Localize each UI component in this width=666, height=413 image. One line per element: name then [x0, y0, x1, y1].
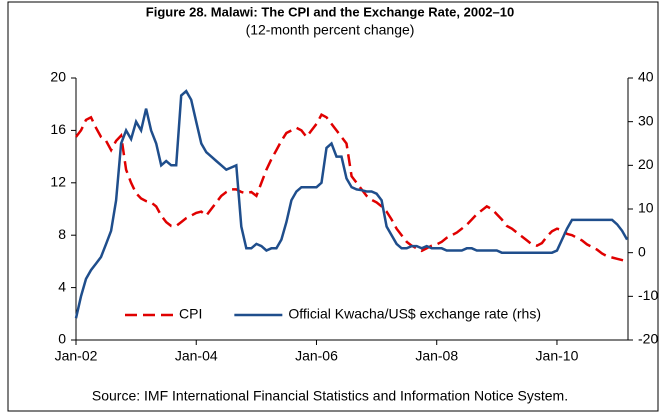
x-tick-label: Jan-08 — [415, 348, 458, 364]
y-tick-label: 8 — [58, 226, 66, 242]
x-tick-label: Jan-10 — [536, 348, 579, 364]
x-tick-label: Jan-04 — [175, 348, 218, 364]
y2-tick-label: 0 — [638, 243, 646, 259]
y-tick-label: 4 — [58, 278, 66, 294]
y2-tick-label: -20 — [638, 331, 658, 347]
chart-subtitle: (12-month percent change) — [246, 22, 415, 38]
y2-tick-label: -10 — [638, 287, 658, 303]
x-tick-label: Jan-02 — [55, 348, 98, 364]
y-tick-label: 20 — [50, 69, 66, 85]
y-tick-label: 16 — [50, 121, 66, 137]
series-line — [75, 113, 628, 263]
legend-label: CPI — [179, 306, 202, 322]
x-tick-label: Jan-06 — [295, 348, 338, 364]
chart-title: Figure 28. Malawi: The CPI and the Excha… — [146, 4, 514, 19]
y2-tick-label: 20 — [638, 156, 654, 172]
legend-label: Official Kwacha/US$ exchange rate (rhs) — [288, 306, 541, 322]
y-tick-label: 12 — [50, 174, 66, 190]
y2-tick-label: 30 — [638, 112, 654, 128]
source-note: Source: IMF International Financial Stat… — [92, 388, 568, 404]
y2-tick-label: 40 — [638, 69, 654, 85]
y2-tick-label: 10 — [638, 200, 654, 216]
y-tick-label: 0 — [58, 331, 66, 347]
series-line — [74, 89, 629, 319]
frame — [7, 1, 659, 412]
